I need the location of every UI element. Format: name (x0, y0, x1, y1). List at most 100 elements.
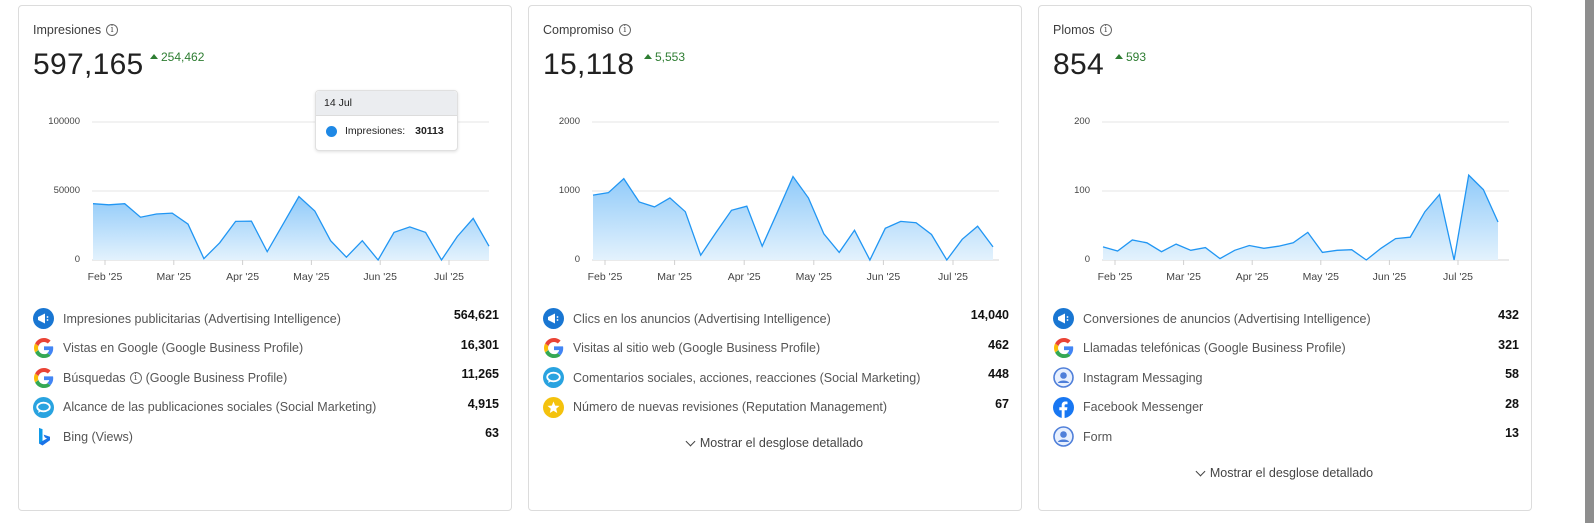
x-axis-label: Mar '25 (156, 271, 192, 283)
row-label: Búsquedas i (Google Business Profile) (63, 371, 499, 385)
delta-badge: 254,462 (150, 50, 204, 64)
list-item: Instagram Messaging 58 (1053, 363, 1519, 393)
bing-icon (33, 426, 54, 447)
row-value: 58 (1505, 367, 1519, 381)
card-title-text: Compromiso (543, 23, 614, 37)
x-axis-label: Jun '25 (363, 271, 397, 283)
engagement-chart[interactable]: Feb '25 Mar '25 Apr '25 May '25 Jun '25 Jul '… (529, 101, 1023, 291)
row-label: Vistas en Google (Google Business Profil… (63, 341, 304, 356)
total-value: 854 (1053, 48, 1104, 81)
social-chat-icon (543, 367, 564, 389)
row-label-source: (Google Business Profile) (145, 370, 288, 385)
info-icon[interactable]: i (618, 24, 631, 36)
list-item: Búsquedas i (Google Business Profile) 11… (33, 363, 499, 393)
engagement-breakdown: Clics en los anuncios (Advertising Intel… (543, 304, 1009, 422)
delta-value: 5,553 (655, 50, 686, 64)
chart-tooltip: 14 Jul Impresiones: 30113 (315, 90, 458, 151)
x-axis-label: Feb '25 (87, 271, 123, 283)
card-title-text: Plomos (1053, 23, 1095, 37)
delta-value: 593 (1126, 50, 1147, 64)
row-label: Número de nuevas revisiones (Reputation … (573, 400, 888, 415)
x-axis-label: Jul '25 (937, 271, 969, 283)
row-value: 13 (1505, 426, 1519, 440)
row-value: 14,040 (970, 308, 1009, 322)
y-axis-label: 100 (1074, 185, 1090, 196)
list-item: Conversiones de anuncios (Advertising In… (1053, 304, 1519, 334)
card-title: Impresiones i (33, 23, 119, 37)
show-breakdown-label: Mostrar el desglose detallado (1209, 466, 1374, 480)
google-icon (33, 338, 54, 359)
x-axis-label: Apr '25 (727, 271, 761, 283)
impressions-breakdown: Impresiones publicitarias (Advertising I… (33, 304, 499, 452)
row-value: 448 (988, 367, 1009, 381)
card-title-text: Impresiones (33, 23, 102, 37)
row-label: Impresiones publicitarias (Advertising I… (63, 311, 341, 326)
list-item: Impresiones publicitarias (Advertising I… (33, 304, 499, 334)
x-axis-label: Apr '25 (1235, 271, 1269, 283)
info-icon[interactable]: i (129, 371, 142, 384)
impressions-card: Impresiones i 597,165 254,462 Feb '25 Mar… (18, 5, 512, 511)
list-item: Bing (Views) 63 (33, 422, 499, 452)
tooltip-value: 30113 (415, 125, 444, 137)
row-label: Conversiones de anuncios (Advertising In… (1083, 311, 1371, 326)
y-axis-label: 2000 (558, 116, 580, 127)
list-item: Vistas en Google (Google Business Profil… (33, 334, 499, 364)
info-icon[interactable]: i (1099, 24, 1112, 36)
total-value: 15,118 (543, 48, 635, 81)
page-scrollbar[interactable] (1585, 0, 1594, 523)
row-value: 4,915 (467, 396, 499, 411)
delta-value: 254,462 (161, 50, 205, 64)
tooltip-date: 14 Jul (316, 91, 457, 116)
x-axis-label: Jun '25 (866, 271, 901, 283)
list-item: Llamadas telefónicas (Google Business Pr… (1053, 334, 1519, 364)
row-label: Instagram Messaging (1083, 370, 1203, 385)
row-label: Visitas al sitio web (Google Business Pr… (573, 341, 821, 356)
x-axis-label: Feb '25 (1097, 271, 1133, 283)
total-value: 597,165 (33, 48, 144, 81)
row-label: Alcance de las publicaciones sociales (S… (63, 400, 377, 415)
tooltip-series: Impresiones: (345, 125, 406, 137)
info-icon[interactable]: i (106, 24, 119, 36)
y-axis-label: 1000 (558, 185, 580, 196)
series-dot-icon (326, 125, 337, 137)
x-axis-label: Feb '25 (587, 271, 623, 283)
impressions-chart[interactable]: Feb '25 Mar '25 Apr '25 May '25 Jun '25 Jul '… (19, 101, 513, 291)
advertising-megaphone-icon (543, 308, 564, 330)
user-circle-icon (1053, 426, 1074, 448)
y-axis-label: 50000 (53, 185, 80, 196)
x-axis-label: May '25 (293, 271, 330, 283)
list-item: Alcance de las publicaciones sociales (S… (33, 393, 499, 423)
x-axis-label: Mar '25 (1166, 271, 1201, 283)
chevron-down-icon (1195, 466, 1206, 476)
google-icon (33, 367, 54, 388)
y-axis-label: 200 (1074, 116, 1090, 127)
row-value: 28 (1505, 396, 1519, 411)
row-label: Llamadas telefónicas (Google Business Pr… (1083, 341, 1346, 356)
engagement-card: Compromiso i 15,118 5,553 Feb '25 Mar '25… (528, 5, 1022, 511)
advertising-megaphone-icon (1053, 308, 1074, 330)
star-icon (543, 396, 564, 418)
user-circle-icon (1053, 367, 1074, 389)
show-breakdown-button[interactable]: Mostrar el desglose detallado (529, 436, 1021, 450)
leads-chart[interactable]: Feb '25 Mar '25 Apr '25 May '25 Jun '25 Jul '… (1039, 101, 1533, 291)
show-breakdown-label: Mostrar el desglose detallado (699, 436, 864, 450)
x-axis-label: May '25 (1302, 271, 1340, 283)
row-value: 67 (995, 396, 1009, 411)
row-label-main: Búsquedas (63, 370, 126, 385)
list-item: Clics en los anuncios (Advertising Intel… (543, 304, 1009, 334)
row-value: 16,301 (460, 337, 499, 352)
delta-badge: 5,553 (644, 50, 685, 64)
advertising-megaphone-icon (33, 308, 54, 330)
x-axis-label: Jun '25 (1372, 271, 1407, 283)
show-breakdown-button[interactable]: Mostrar el desglose detallado (1039, 466, 1531, 480)
x-axis-label: Jul '25 (433, 271, 465, 283)
y-axis-label: 0 (74, 254, 80, 265)
row-label: Bing (Views) (63, 429, 133, 444)
list-item: Número de nuevas revisiones (Reputation … (543, 393, 1009, 423)
list-item: Facebook Messenger 28 (1053, 393, 1519, 423)
arrow-up-icon (1115, 53, 1123, 59)
row-value: 11,265 (461, 367, 499, 381)
x-axis-label: Jul '25 (1442, 271, 1474, 283)
list-item: Comentarios sociales, acciones, reaccion… (543, 363, 1009, 393)
row-value: 432 (1498, 308, 1519, 322)
